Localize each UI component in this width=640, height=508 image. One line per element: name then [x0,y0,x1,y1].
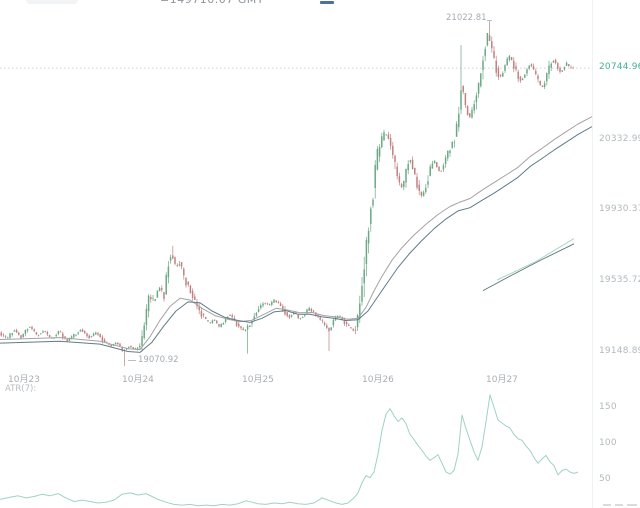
price-tick-label: 19148.89 [599,346,640,357]
atr-indicator-label: ATR(7): [5,384,37,394]
date-tick-label: 10月26 [362,375,394,385]
price-tick-label: 19930.37 [599,204,640,215]
clipped-tab-indicator [320,1,334,4]
ma_long2-line [496,238,575,281]
ma_long-line [482,243,575,291]
cropped-footer-text [615,504,623,506]
ma1-line [0,116,593,351]
date-tick-label: 10月24 [122,375,154,385]
date-tick-label: 10月25 [242,375,274,385]
price-tick-label: 19535.72 [599,275,640,286]
high-price-annotation: 21022.81 [446,13,487,23]
date-tick-label: 10月27 [486,375,518,385]
candles-series [0,20,574,367]
low-price-annotation: 19070.92 [138,355,179,365]
cropped-footer-text [603,504,611,506]
price-axis-separator [592,0,593,508]
current-price-label: 20744.96 [599,62,640,73]
price-tick-label: 20332.99 [599,133,640,144]
high-annotation-tick [487,20,492,21]
atr-tick-label: 50 [599,473,611,484]
ma2-line [0,126,593,353]
clipped-toolbar-button[interactable] [26,0,78,4]
low-annotation-tick [128,360,136,361]
cropped-footer-text [627,504,637,506]
atr-tick-label: 100 [599,437,617,448]
atr-tick-label: 150 [599,401,617,412]
atr-line [0,394,579,507]
clipped-timestamp-text: =149710.07 GMT [160,0,264,6]
date-tick-label: 10月23 [8,375,40,385]
